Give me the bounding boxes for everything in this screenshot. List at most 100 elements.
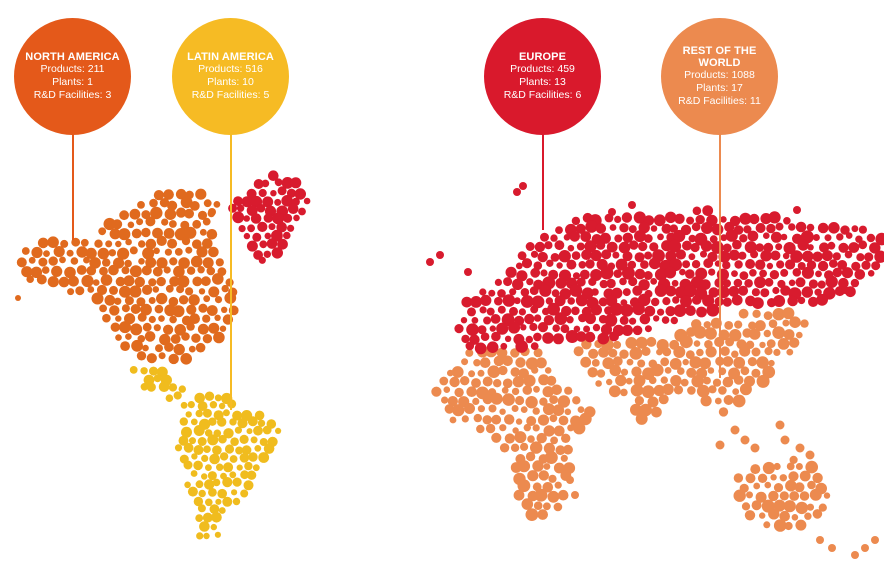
map-dot (789, 316, 801, 329)
map-dot (782, 252, 790, 260)
map-dot (239, 453, 250, 463)
map-dot (674, 213, 685, 224)
map-dot (751, 347, 761, 357)
map-dot (598, 297, 608, 307)
map-dot (644, 325, 652, 333)
map-dot (670, 375, 682, 387)
map-dot (552, 333, 564, 345)
map-dot (451, 366, 464, 378)
map-dot (588, 277, 597, 286)
map-dot (772, 326, 786, 339)
map-dot (687, 386, 696, 395)
map-dot (530, 250, 539, 258)
map-dot (123, 275, 135, 287)
map-dot (661, 223, 672, 234)
map-dot (538, 470, 549, 481)
map-dot (141, 227, 151, 238)
map-dot (214, 296, 223, 304)
europe-pointer-line (542, 118, 544, 230)
map-dot (98, 227, 107, 236)
map-dot (657, 233, 664, 241)
map-dot (560, 324, 570, 334)
map-dot (129, 366, 138, 374)
map-dot (800, 319, 809, 328)
map-dot (854, 269, 866, 280)
map-dot (720, 234, 728, 242)
map-dot (733, 278, 743, 288)
map-dot (546, 259, 554, 267)
map-dot (709, 235, 718, 244)
map-dot (732, 239, 742, 250)
map-dot (141, 210, 151, 220)
map-dot (145, 238, 157, 250)
map-dot (553, 425, 565, 437)
map-dot (518, 308, 527, 316)
map-dot (773, 295, 786, 307)
map-dot (89, 257, 101, 269)
map-dot (235, 446, 244, 455)
map-dot (705, 346, 717, 358)
map-dot (634, 396, 645, 406)
map-dot (527, 470, 539, 482)
map-dot (431, 386, 442, 397)
map-dot (222, 314, 234, 325)
map-dot (685, 269, 695, 279)
map-dot (682, 240, 692, 251)
map-dot (195, 480, 204, 489)
map-dot (208, 417, 217, 426)
map-dot (449, 416, 457, 424)
map-dot (454, 387, 464, 398)
map-dot (573, 422, 586, 435)
map-dot (779, 510, 790, 522)
map-dot (191, 453, 198, 460)
map-dot (465, 341, 475, 351)
map-dot (214, 531, 221, 538)
map-dot (479, 357, 491, 369)
map-dot (679, 335, 693, 349)
map-dot (784, 521, 793, 531)
map-dot (551, 289, 560, 298)
map-dot (756, 356, 769, 369)
map-dot (169, 276, 180, 287)
latin-america-rd-facilities: R&D Facilities: 5 (191, 89, 270, 101)
map-dot (212, 273, 224, 285)
map-dot (81, 274, 94, 288)
map-dot (252, 464, 260, 472)
europe-rd-facilities: R&D Facilities: 6 (503, 89, 582, 101)
map-dot (755, 491, 767, 503)
map-dot (789, 337, 800, 348)
map-dot (521, 258, 533, 269)
map-dot (550, 436, 558, 445)
map-dot (253, 425, 263, 436)
map-dot (690, 242, 700, 253)
map-dot (538, 374, 550, 386)
map-dot (137, 201, 145, 209)
map-dot (763, 329, 771, 338)
map-dot (202, 314, 211, 323)
map-dot (554, 481, 562, 489)
map-dot (491, 414, 502, 425)
map-dot (86, 265, 97, 276)
map-dot (158, 352, 166, 360)
map-dot (625, 377, 633, 385)
map-dot (254, 410, 265, 421)
map-dot (467, 307, 476, 317)
map-dot (512, 278, 524, 290)
map-dot (801, 266, 815, 279)
map-dot (240, 470, 250, 480)
map-dot (145, 257, 157, 268)
map-dot (461, 334, 470, 344)
map-dot (489, 325, 496, 332)
map-dot (563, 234, 571, 241)
map-dot (274, 198, 282, 206)
map-dot (511, 405, 519, 412)
map-dot (502, 294, 516, 307)
map-dot (471, 378, 481, 388)
map-dot (494, 296, 503, 306)
map-dot (688, 234, 697, 243)
map-dot (759, 269, 767, 278)
map-dot (533, 348, 543, 358)
map-dot (138, 258, 145, 265)
map-dot (193, 460, 203, 471)
map-dot (533, 261, 543, 271)
